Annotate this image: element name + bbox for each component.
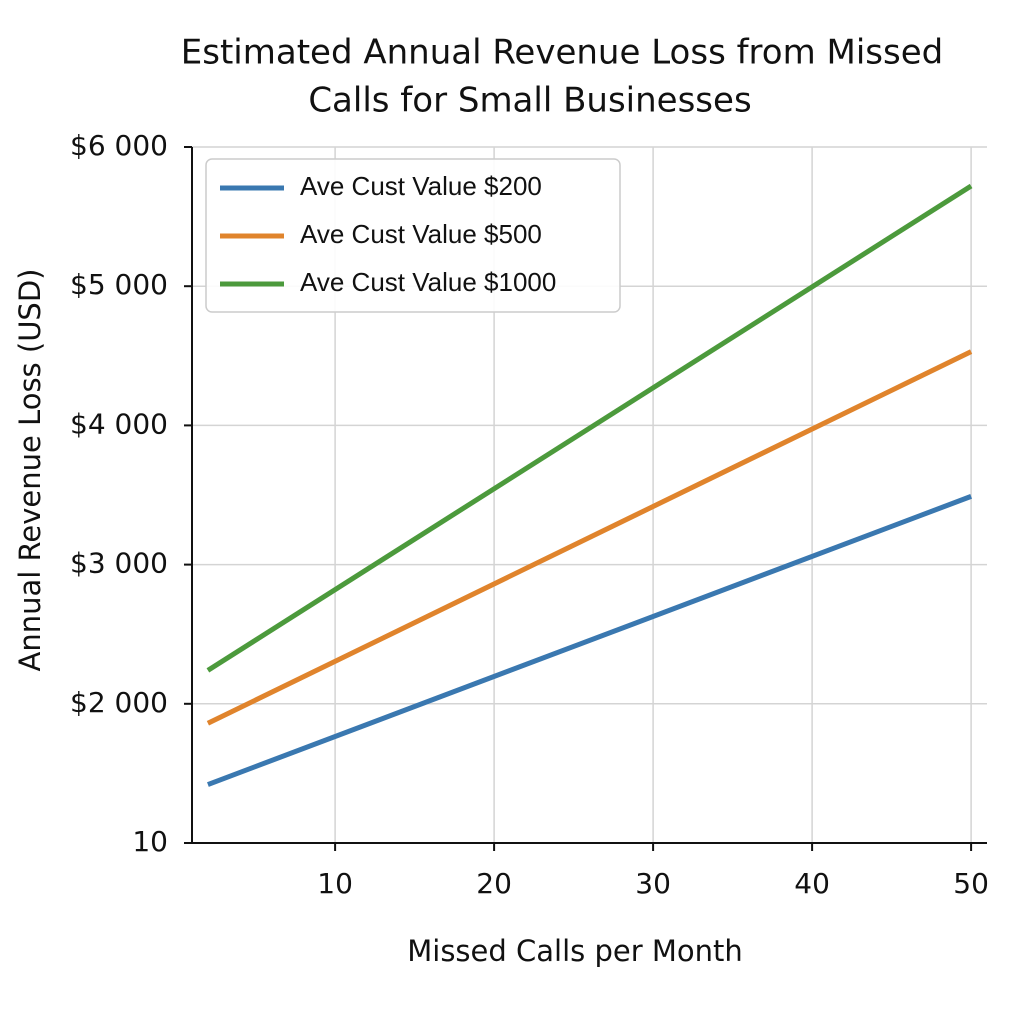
chart-title: Calls for Small Businesses	[308, 81, 751, 121]
legend-label: Ave Cust Value $1000	[300, 267, 556, 297]
x-tick-label: 20	[476, 867, 512, 900]
y-axis-label: Annual Revenue Loss (USD)	[13, 269, 47, 672]
y-tick-label: $3 000	[70, 547, 168, 580]
legend-box	[205, 158, 621, 313]
series-line	[207, 494, 972, 787]
x-axis-label: Missed Calls per Month	[407, 934, 743, 968]
chart-title: Estimated Annual Revenue Loss from Misse…	[181, 33, 943, 73]
legend-label: Ave Cust Value $200	[300, 171, 542, 201]
y-tick-label: 10	[132, 825, 168, 858]
y-tick-label: $6 000	[70, 129, 168, 162]
x-tick-label: 50	[953, 867, 989, 900]
x-tick-label: 30	[635, 867, 671, 900]
series-line	[206, 183, 973, 673]
x-tick-label: 10	[317, 867, 353, 900]
y-tick-label: $2 000	[70, 686, 168, 719]
y-tick-label: $5 000	[70, 268, 168, 301]
legend-label: Ave Cust Value $500	[300, 219, 542, 249]
x-tick-label: 40	[794, 867, 830, 900]
y-tick-label: $4 000	[70, 407, 168, 440]
series-line	[206, 349, 973, 726]
